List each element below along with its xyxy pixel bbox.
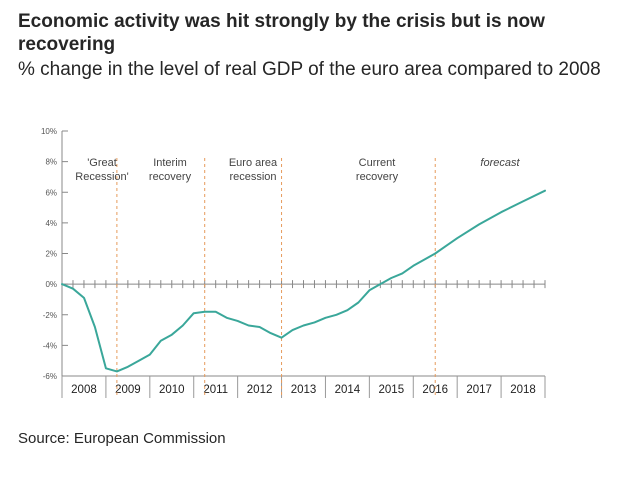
x-tick-label: 2017 — [466, 384, 492, 396]
y-tick-label: 8% — [45, 158, 57, 167]
y-tick-label: 0% — [45, 280, 57, 289]
x-tick-label: 2016 — [422, 384, 448, 396]
x-tick-label: 2013 — [291, 384, 317, 396]
x-tick-label: 2008 — [71, 384, 97, 396]
x-tick-label: 2009 — [115, 384, 141, 396]
period-label: 'Great Recession' — [75, 157, 128, 183]
x-tick-label: 2012 — [247, 384, 273, 396]
y-tick-label: 4% — [45, 219, 57, 228]
period-label: forecast — [480, 157, 520, 169]
chart-subtitle: % change in the level of real GDP of the… — [18, 59, 601, 80]
y-tick-label: -4% — [43, 341, 57, 350]
period-label: Current recovery — [356, 157, 399, 183]
x-tick-label: 2014 — [335, 384, 361, 396]
x-tick-label: 2010 — [159, 384, 185, 396]
source-note: Source: European Commission — [18, 430, 226, 447]
y-tick-label: -2% — [43, 311, 57, 320]
x-tick-label: 2018 — [510, 384, 536, 396]
y-tick-label: 10% — [41, 127, 57, 136]
y-tick-label: 2% — [45, 250, 57, 259]
x-tick-label: 2015 — [379, 384, 405, 396]
chart-title: Economic activity was hit strongly by th… — [18, 11, 545, 55]
period-label: Euro area recession — [229, 157, 278, 183]
x-tick-label: 2011 — [203, 384, 228, 396]
y-tick-label: -6% — [43, 372, 57, 381]
y-tick-label: 6% — [45, 188, 57, 197]
gdp-series-line — [61, 189, 546, 373]
period-label: Interim recovery — [149, 157, 192, 183]
